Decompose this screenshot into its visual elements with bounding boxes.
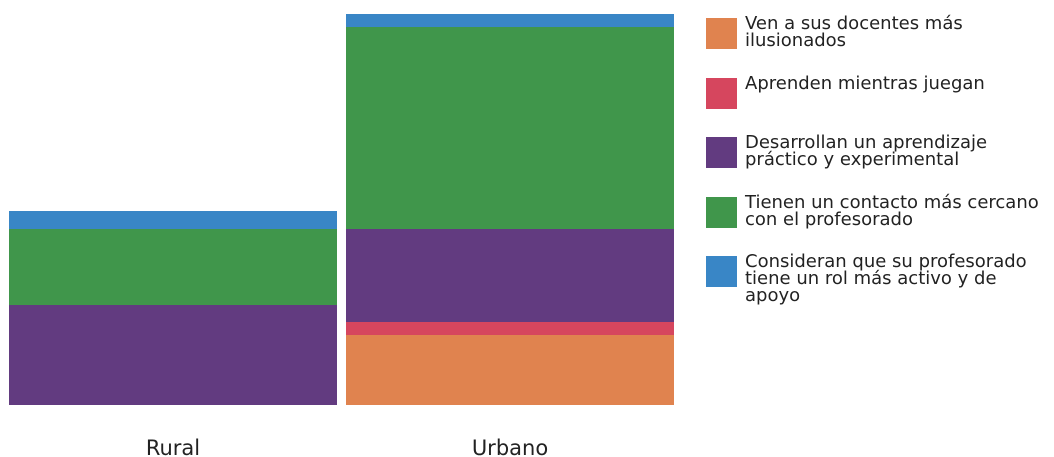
- bar-segment-rural-2: [9, 305, 337, 405]
- legend-item: Desarrollan un aprendizaje práctico y ex…: [706, 133, 1054, 193]
- bar-segment-urbano-0: [346, 335, 674, 405]
- bar-segment-urbano-1: [346, 322, 674, 335]
- category-label-urbano: Urbano: [472, 436, 548, 457]
- bar-segment-urbano-4: [346, 14, 674, 27]
- category-labels: Rural Urbano: [146, 436, 548, 457]
- bar-segment-rural-3: [9, 229, 337, 305]
- bar-segment-urbano-3: [346, 27, 674, 229]
- bar-segment-urbano-2: [346, 229, 674, 322]
- legend-item: Ven a sus docentes más ilusionados: [706, 14, 1054, 74]
- legend-swatch: [706, 18, 737, 49]
- legend-label: Tienen un contacto más cercano con el pr…: [745, 191, 1039, 230]
- legend-swatch: [706, 77, 737, 109]
- bar-segment-rural-4: [9, 211, 337, 229]
- legend-item: Consideran que su profesorado tiene un r…: [706, 252, 1054, 312]
- legend-label: Consideran que su profesorado tiene un r…: [745, 251, 1027, 306]
- legend-swatch: [706, 196, 737, 228]
- legend-item: Aprenden mientras juegan: [706, 74, 1054, 134]
- legend-item: Tienen un contacto más cercano con el pr…: [706, 193, 1054, 253]
- bar-group: [9, 14, 674, 405]
- legend-swatch: [706, 256, 737, 287]
- legend-label: Aprenden mientras juegan: [745, 72, 985, 94]
- legend-swatch: [706, 137, 737, 168]
- legend-label: Ven a sus docentes más ilusionados: [745, 13, 963, 51]
- legend-label: Desarrollan un aprendizaje práctico y ex…: [745, 132, 988, 170]
- category-label-rural: Rural: [146, 436, 200, 457]
- legend: Ven a sus docentes más ilusionados Aprend…: [706, 14, 1054, 312]
- stacked-bar-chart: Rural Urbano: [9, 14, 674, 457]
